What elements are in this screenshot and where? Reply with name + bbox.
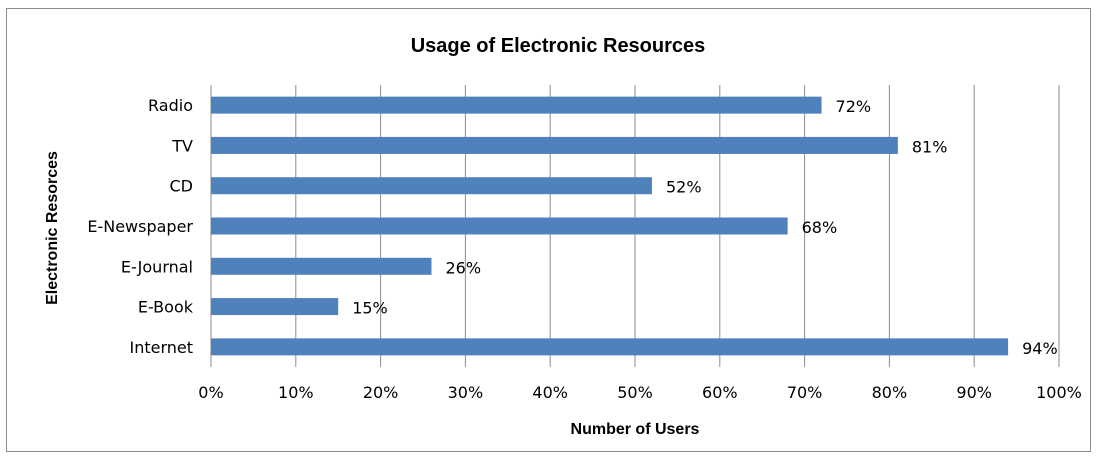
x-tick-label: 100% — [1036, 383, 1082, 402]
x-tick-label: 70% — [787, 383, 823, 402]
data-labels: 72% 81% 52% 68% 26% 15% 94% — [352, 97, 1057, 358]
category-label: TV — [171, 136, 193, 155]
x-tick-label: 10% — [278, 383, 314, 402]
data-label: 72% — [836, 97, 872, 116]
x-tick-label: 90% — [956, 383, 992, 402]
bar — [211, 217, 788, 235]
data-label: 15% — [352, 299, 388, 318]
category-labels: Radio TV CD E-Newspaper E-Journal E-Book Inter… — [87, 96, 193, 357]
chart-title: Usage of Electronic Resources — [411, 35, 706, 57]
category-label: E-Journal — [121, 257, 193, 276]
x-tick-label: 30% — [448, 383, 484, 402]
bar — [211, 338, 1009, 356]
x-tick-label: 60% — [702, 383, 738, 402]
data-label: 26% — [445, 258, 481, 277]
data-label: 52% — [666, 178, 702, 197]
bar — [211, 257, 432, 275]
x-tick-labels: 0% 10% 20% 30% 40% 50% 60% 70% 80% 90% 100% — [198, 383, 1082, 402]
category-label: Internet — [129, 338, 193, 357]
x-axis-title: Number of Users — [571, 421, 700, 438]
x-tick-label: 0% — [198, 383, 223, 402]
category-label: Radio — [148, 96, 193, 115]
data-label: 68% — [802, 218, 838, 237]
bar — [211, 136, 898, 154]
bar — [211, 298, 339, 316]
gridlines — [210, 85, 1060, 367]
y-axis-title: Electronic Resorces — [44, 151, 61, 305]
x-tick-label: 80% — [872, 383, 908, 402]
category-label: E-Newspaper — [87, 217, 193, 236]
category-label: CD — [170, 177, 194, 196]
x-tick-label: 50% — [617, 383, 653, 402]
category-label: E-Book — [138, 298, 194, 317]
bar — [211, 96, 822, 114]
data-label: 81% — [912, 137, 948, 156]
data-label: 94% — [1022, 339, 1058, 358]
bar — [211, 177, 652, 195]
x-tick-label: 20% — [363, 383, 399, 402]
bars — [211, 96, 1009, 356]
x-tick-label: 40% — [532, 383, 568, 402]
